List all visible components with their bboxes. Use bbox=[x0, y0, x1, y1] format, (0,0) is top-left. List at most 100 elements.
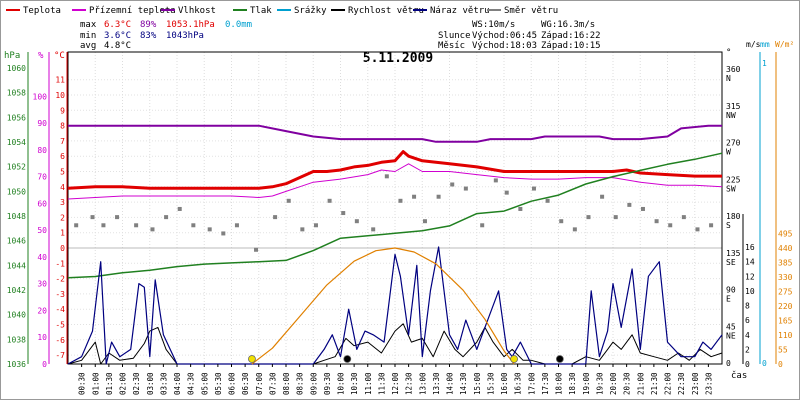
wind-direction-point bbox=[422, 219, 427, 224]
axis-pct-tick: 10 bbox=[37, 333, 47, 342]
moon-label: Měsíc bbox=[438, 41, 465, 51]
axis-pct-tick: 40 bbox=[37, 253, 47, 262]
axis-degc-tick: -1 bbox=[55, 259, 65, 268]
axis-ms-tick: 4 bbox=[745, 331, 750, 340]
sunset-marker bbox=[510, 355, 518, 363]
axis-mm-tick: 0 bbox=[762, 359, 767, 368]
x-tick-label: 06:00 bbox=[228, 372, 237, 395]
axis-wm2-tick: 110 bbox=[778, 331, 793, 340]
axis-pct-tick: 20 bbox=[37, 306, 47, 315]
sunrise-marker bbox=[248, 355, 256, 363]
stat-max-hum: 89% bbox=[140, 20, 157, 30]
x-tick-label: 17:30 bbox=[541, 372, 550, 395]
axis-hpa-tick: 1050 bbox=[7, 187, 26, 196]
wind-sun-moon-block: WS:10m/s WG:16.3m/s Slunce Východ:06:45 … bbox=[438, 20, 601, 51]
x-tick-label: 20:00 bbox=[609, 372, 618, 395]
stat-max-rain: 0.0mm bbox=[225, 20, 252, 30]
axis-deg-tick: 270 bbox=[726, 139, 741, 148]
wind-direction-point bbox=[177, 206, 182, 211]
wind-direction-point bbox=[313, 223, 318, 228]
axis-wm2-tick: 0 bbox=[778, 360, 783, 369]
x-tick-label: 16:30 bbox=[514, 372, 523, 395]
x-tick-label: 04:30 bbox=[187, 372, 196, 395]
wind-ws: WS:10m/s bbox=[472, 20, 515, 30]
x-tick-label: 12:30 bbox=[405, 372, 414, 395]
sun-label: Slunce bbox=[438, 31, 471, 41]
x-tick-label: 14:30 bbox=[459, 372, 468, 395]
wind-direction-point bbox=[668, 223, 673, 228]
x-tick-label: 09:00 bbox=[309, 372, 318, 395]
axis-ms-tick: 6 bbox=[745, 316, 750, 325]
x-tick-label: 11:00 bbox=[364, 372, 373, 395]
axis-ms-tick: 0 bbox=[745, 360, 750, 369]
x-tick-label: 10:30 bbox=[350, 372, 359, 395]
event-markers bbox=[248, 355, 564, 363]
x-tick-label: 23:30 bbox=[704, 372, 713, 395]
wind-direction-point bbox=[531, 186, 536, 191]
wind-direction-point bbox=[518, 206, 523, 211]
x-tick-label: 19:00 bbox=[582, 372, 591, 395]
legend: Teplota Přízemní teplota Vlhkost Tlak Srážky… bbox=[6, 6, 558, 16]
wind-direction-point bbox=[300, 227, 305, 232]
axis-hpa-tick: 1038 bbox=[7, 335, 26, 344]
axis-deg-dir: N bbox=[726, 74, 731, 83]
legend-label-1: Přízemní teplota bbox=[89, 6, 176, 16]
axis-degc-tick: 8 bbox=[60, 122, 65, 131]
wind-direction-point bbox=[412, 194, 417, 199]
axis-degc-tick: 11 bbox=[55, 76, 65, 85]
axis-deg-dir: E bbox=[726, 295, 731, 304]
axis-deg-tick: 45 bbox=[726, 322, 736, 331]
wind-direction-point bbox=[221, 231, 226, 236]
x-tick-label: 00:30 bbox=[78, 372, 87, 395]
axis-pct-tick: 90 bbox=[37, 119, 47, 128]
wind-direction-point bbox=[613, 215, 618, 220]
axis-wm2-tick: 330 bbox=[778, 273, 793, 282]
axis-deg-tick: 315 bbox=[726, 102, 741, 111]
wind-direction-point bbox=[115, 215, 120, 220]
wind-direction-point bbox=[559, 219, 564, 224]
x-tick-label: 02:00 bbox=[119, 372, 128, 395]
wind-direction-point bbox=[101, 223, 106, 228]
wind-direction-point bbox=[436, 194, 441, 199]
x-tick-label: 11:30 bbox=[377, 372, 386, 395]
legend-label-3: Tlak bbox=[250, 6, 272, 16]
axis-deg-title: ° bbox=[726, 48, 731, 58]
wind-direction-point bbox=[654, 219, 659, 224]
x-tick-label: 07:30 bbox=[268, 372, 277, 395]
x-tick-label: 01:00 bbox=[91, 372, 100, 395]
x-tick-label: 21:30 bbox=[650, 372, 659, 395]
axis-deg-tick: 135 bbox=[726, 249, 741, 258]
x-tick-label: 18:30 bbox=[568, 372, 577, 395]
x-tick-label: 05:00 bbox=[200, 372, 209, 395]
axis-ms-tick: 16 bbox=[745, 243, 755, 252]
axis-deg-dir: SW bbox=[726, 184, 736, 193]
axis-hpa-tick: 1036 bbox=[7, 360, 26, 369]
axis-degc-tick: 10 bbox=[55, 91, 65, 100]
wind-direction-point bbox=[493, 178, 498, 183]
x-tick-label: 16:00 bbox=[500, 372, 509, 395]
x-tick-label: 13:00 bbox=[418, 372, 427, 395]
axis-degc-tick: 5 bbox=[60, 168, 65, 177]
x-tick-label: 09:30 bbox=[323, 372, 332, 395]
x-tick-label: 22:30 bbox=[677, 372, 686, 395]
wind-direction-point bbox=[134, 223, 139, 228]
wind-direction-point bbox=[545, 198, 550, 203]
axis-hpa-tick: 1048 bbox=[7, 212, 26, 221]
series-teplota bbox=[67, 150, 722, 190]
wind-direction-point bbox=[504, 190, 509, 195]
sun-set: Západ:16:22 bbox=[541, 31, 601, 41]
x-tick-label: 23:00 bbox=[691, 372, 700, 395]
axis-degc-tick: 7 bbox=[60, 137, 65, 146]
axis-degc-tick: 2 bbox=[60, 213, 65, 222]
wind-direction-point bbox=[327, 198, 332, 203]
wind-direction-point bbox=[354, 219, 359, 224]
axis-ms-tick: 2 bbox=[745, 345, 750, 354]
axis-degc-tick: 9 bbox=[60, 106, 65, 115]
axis-wm2-tick: 220 bbox=[778, 302, 793, 311]
legend-label-5: Rychlost větru bbox=[348, 6, 424, 16]
axis-pct-tick: 50 bbox=[37, 226, 47, 235]
x-axis-label: čas bbox=[731, 370, 747, 381]
wind-direction-point bbox=[450, 182, 455, 187]
axis-ms-tick: 10 bbox=[745, 287, 755, 296]
